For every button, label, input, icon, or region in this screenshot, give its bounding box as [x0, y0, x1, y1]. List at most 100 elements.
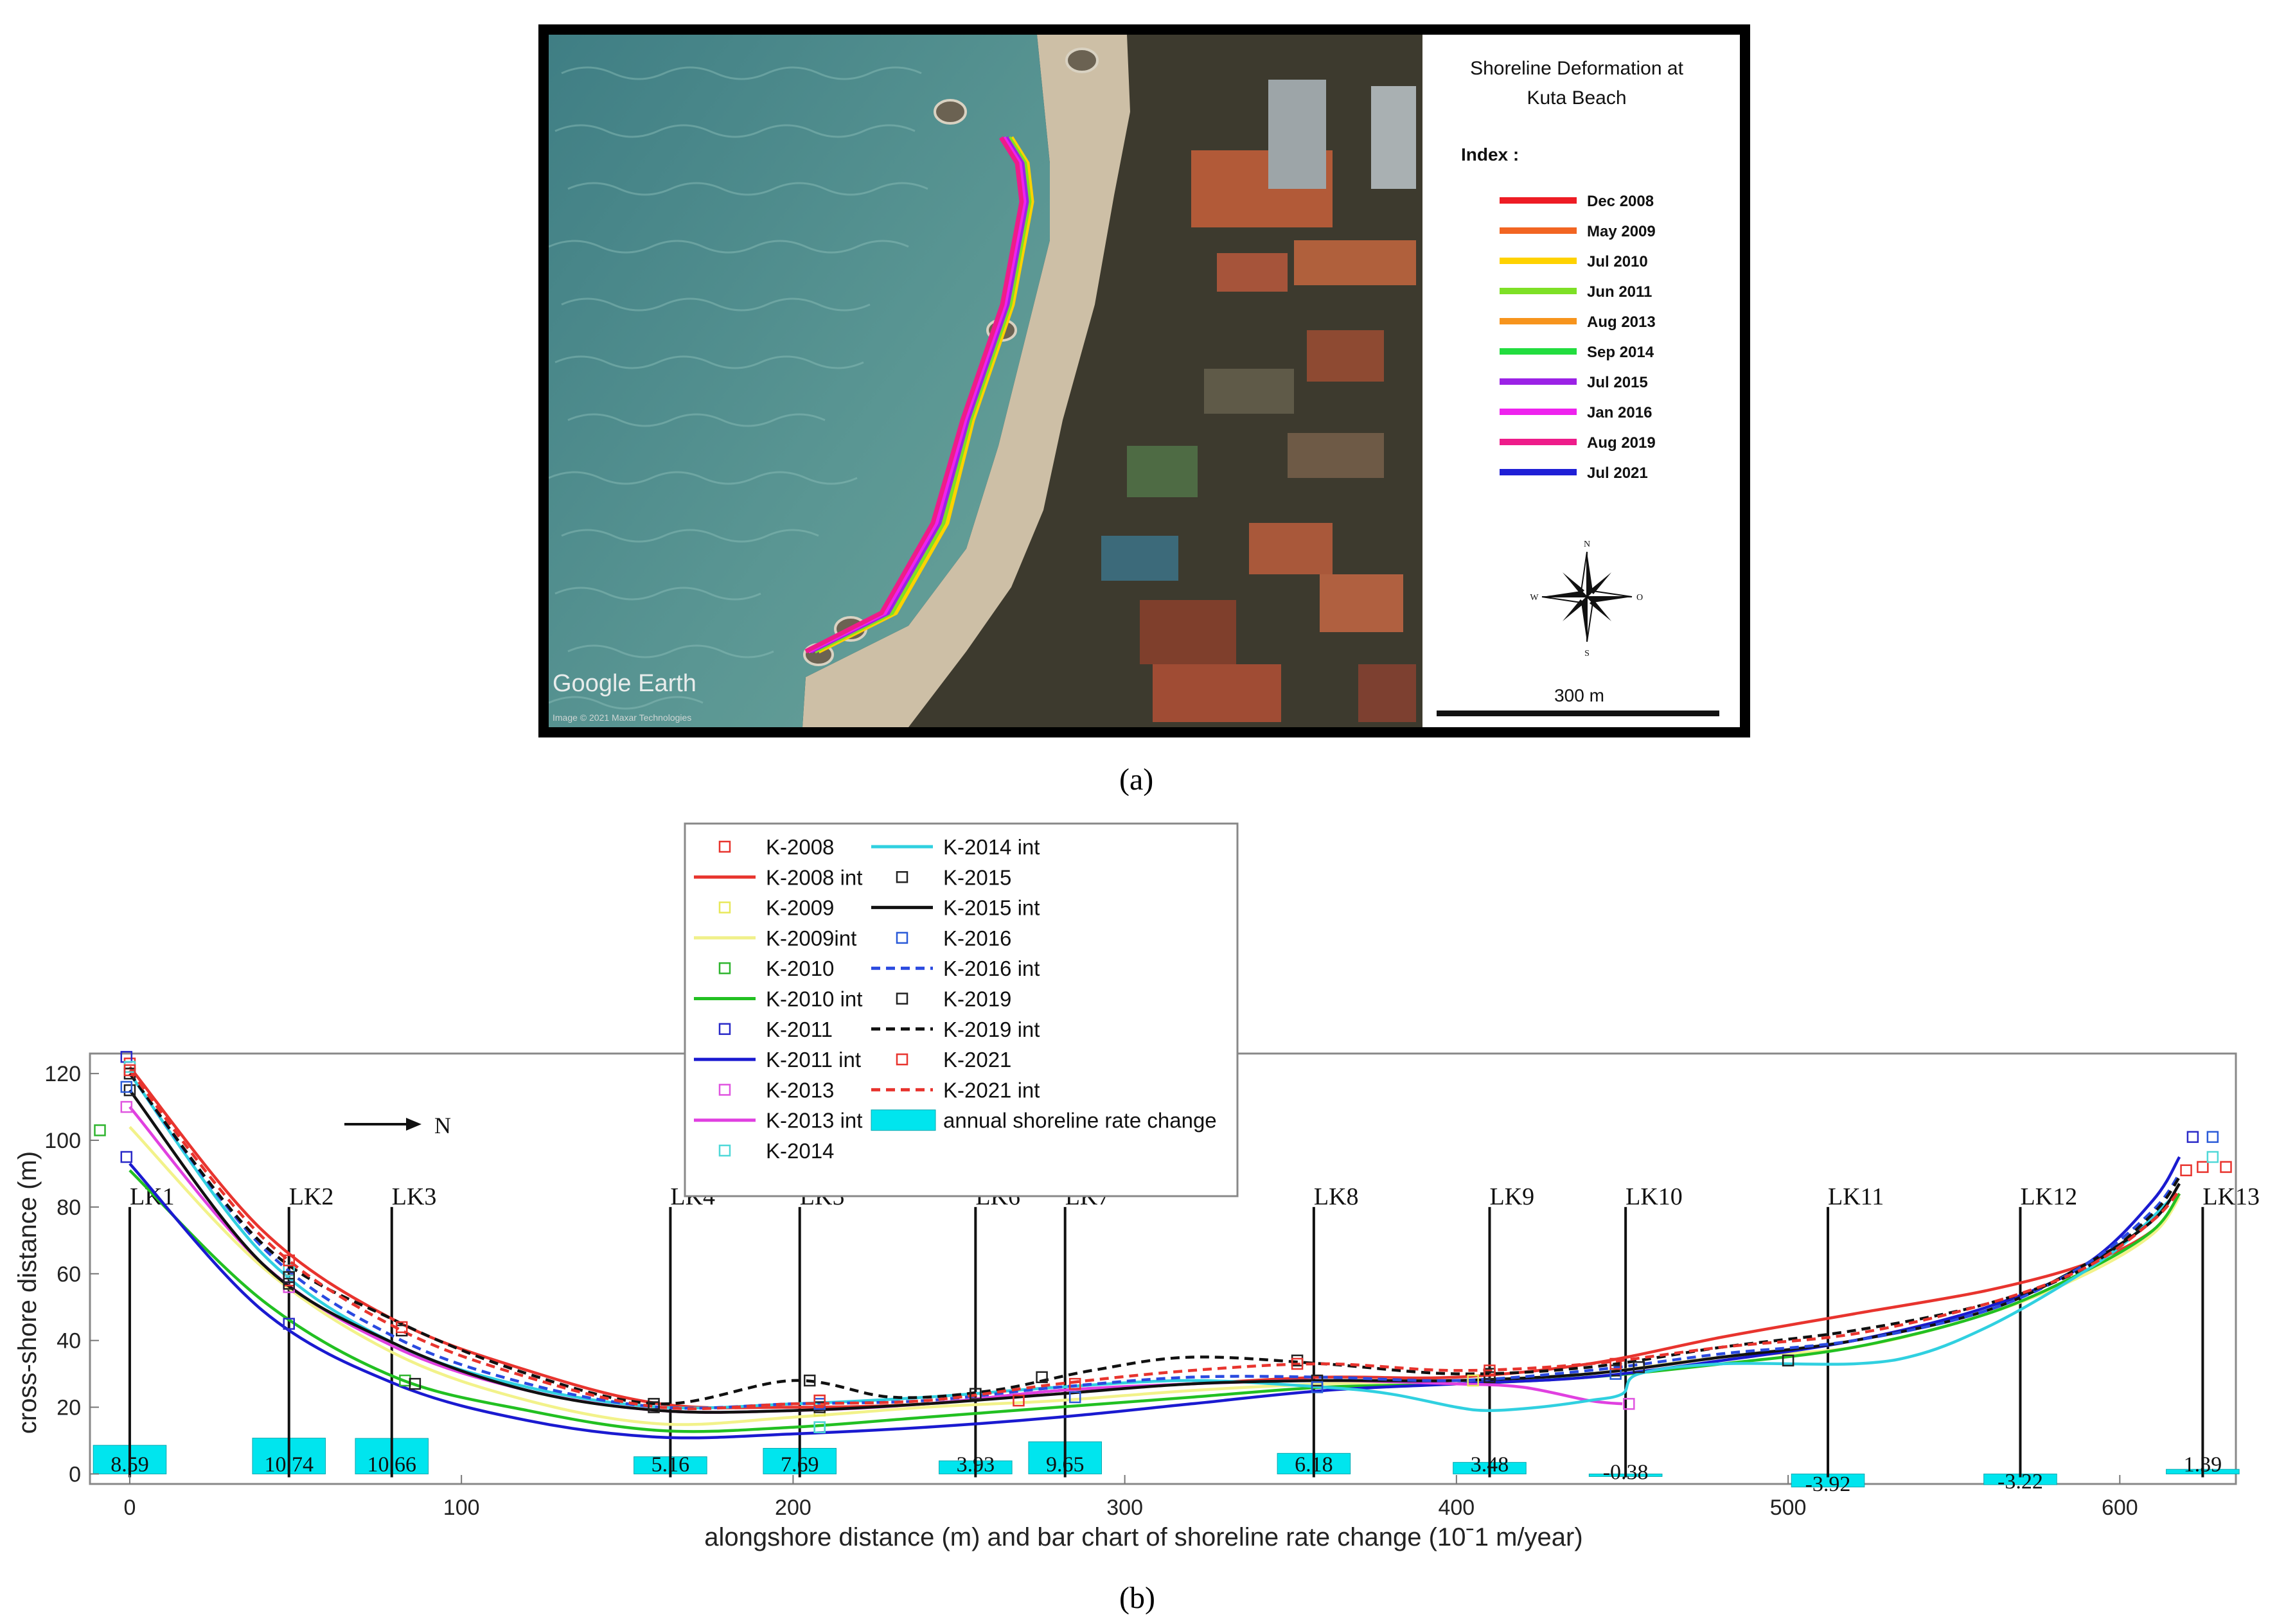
- legend-marker-swatch: [718, 901, 731, 914]
- profile-label: LK9: [1489, 1183, 1534, 1210]
- series-marker: [803, 1374, 816, 1387]
- legend-label: K-2016 int: [943, 957, 1040, 980]
- index-label: Index :: [1461, 145, 1519, 164]
- legend-marker-swatch: [896, 871, 908, 883]
- compass-o: O: [1636, 593, 1643, 603]
- north-arrow-icon: [344, 1118, 421, 1131]
- series-line: [128, 1169, 2181, 1433]
- compass-w: W: [1530, 593, 1539, 603]
- series-marker: [2180, 1164, 2192, 1177]
- map-figure-panel: Google Earth Image © 2021 Maxar Technolo…: [538, 24, 1750, 737]
- series-line: [128, 1072, 2181, 1410]
- building-roofs: [1101, 80, 1416, 722]
- profile-label: LK8: [1314, 1183, 1359, 1210]
- y-tick-label: 100: [44, 1129, 81, 1153]
- legend-label: K-2014: [766, 1139, 834, 1163]
- legend-marker-swatch: [718, 1144, 731, 1157]
- legend-a-label: Jul 2015: [1587, 374, 1648, 391]
- series-marker: [2206, 1131, 2219, 1143]
- series-marker: [409, 1377, 421, 1390]
- series-marker: [2220, 1161, 2232, 1173]
- rate-bar-label: 9.65: [1046, 1452, 1085, 1476]
- y-tick-label: 80: [57, 1196, 81, 1220]
- series-marker: [123, 1084, 136, 1097]
- rate-bar-label: 7.69: [781, 1452, 819, 1476]
- legend-marker-swatch: [896, 931, 908, 944]
- legend-label: K-2021: [943, 1048, 1011, 1072]
- legend-label: annual shoreline rate change: [943, 1109, 1217, 1133]
- series-marker: [1291, 1357, 1304, 1370]
- y-tick-label: 60: [57, 1262, 81, 1287]
- legend-marker-swatch: [718, 840, 731, 853]
- series-line: [128, 1156, 2181, 1440]
- series-marker: [2186, 1131, 2199, 1143]
- rate-bar-label: 3.93: [957, 1452, 995, 1476]
- series-marker: [396, 1321, 408, 1334]
- legend-label: K-2019 int: [943, 1018, 1040, 1041]
- profile-label: LK12: [2020, 1183, 2077, 1210]
- rate-bar-label: -3.92: [1805, 1472, 1851, 1496]
- legend-label: K-2009: [766, 896, 834, 920]
- profile-label: LK10: [1626, 1183, 1683, 1210]
- rate-bar-label: 8.59: [111, 1452, 149, 1476]
- rate-bar-label: 1.39: [2184, 1452, 2222, 1476]
- legend-marker-swatch: [896, 1053, 908, 1066]
- series-marker: [120, 1100, 133, 1113]
- profile-label: LK2: [289, 1183, 334, 1210]
- legend-a-label: Sep 2014: [1587, 344, 1654, 361]
- x-tick-label: 0: [123, 1496, 136, 1520]
- legend-a-label: Jan 2016: [1587, 404, 1652, 421]
- rate-bar-label: 6.18: [1295, 1452, 1333, 1476]
- series-marker: [1467, 1374, 1479, 1387]
- legend-marker-swatch: [718, 1084, 731, 1096]
- y-tick-label: 40: [57, 1329, 81, 1354]
- google-earth-watermark: Google Earth: [553, 670, 696, 697]
- legend-label: K-2008 int: [766, 865, 862, 889]
- legend-label: K-2013: [766, 1078, 834, 1102]
- beach-sand: [802, 35, 1130, 727]
- compass-n: N: [1584, 540, 1590, 549]
- y-tick-label: 0: [69, 1462, 81, 1487]
- legend-patch-swatch: [871, 1109, 936, 1131]
- y-tick-label: 120: [44, 1062, 81, 1086]
- legend-a-label: Aug 2019: [1587, 434, 1656, 452]
- axes: 0 100 200 300 400 500 600 0 20 40 60 80 100 120: [44, 1062, 2138, 1520]
- wave-texture: [549, 66, 928, 710]
- panel-b-label: (b): [1119, 1581, 1155, 1615]
- series-line: [128, 1069, 2181, 1411]
- rate-bar-label: 5.16: [651, 1452, 690, 1476]
- legend-label: K-2016: [943, 926, 1011, 950]
- x-tick-label: 300: [1106, 1496, 1143, 1520]
- series-marker: [2206, 1151, 2219, 1163]
- map-title-line1: Shoreline Deformation at: [1470, 58, 1684, 79]
- legend-a-label: Jul 2021: [1587, 464, 1648, 482]
- series-marker: [813, 1394, 826, 1407]
- series-marker: [1311, 1381, 1324, 1393]
- legend-a-label: Jul 2010: [1587, 253, 1648, 270]
- profile-label: LK3: [392, 1183, 437, 1210]
- series-marker: [123, 1064, 136, 1077]
- compass-s: S: [1584, 649, 1590, 658]
- series-marker: [1013, 1394, 1025, 1407]
- series-marker: [1036, 1371, 1048, 1384]
- series-marker: [94, 1124, 106, 1136]
- series-marker: [120, 1151, 133, 1163]
- x-tick-label: 500: [1770, 1496, 1807, 1520]
- x-axis-label: alongshore distance (m) and bar chart of…: [704, 1523, 1582, 1551]
- legend-label: K-2009int: [766, 926, 856, 950]
- series-marker: [1623, 1398, 1635, 1410]
- legend-label: K-2013 int: [766, 1109, 862, 1133]
- satellite-map: Google Earth Image © 2021 Maxar Technolo…: [549, 35, 1422, 727]
- legend-marker-swatch: [718, 962, 731, 975]
- map-legend: Shoreline Deformation at Kuta Beach Inde…: [1422, 35, 1740, 727]
- legend-label: K-2015: [943, 865, 1011, 889]
- rate-bar-label: 10.66: [368, 1452, 417, 1476]
- series-line: [128, 1072, 2181, 1406]
- series-marker: [283, 1318, 295, 1330]
- scale-bar: [1437, 710, 1719, 716]
- legend-label: K-2010 int: [766, 987, 862, 1011]
- legend-a-label: May 2009: [1587, 223, 1656, 240]
- panel-a-label: (a): [1119, 763, 1154, 797]
- series-marker: [648, 1398, 660, 1410]
- legend-label: K-2014 int: [943, 835, 1040, 859]
